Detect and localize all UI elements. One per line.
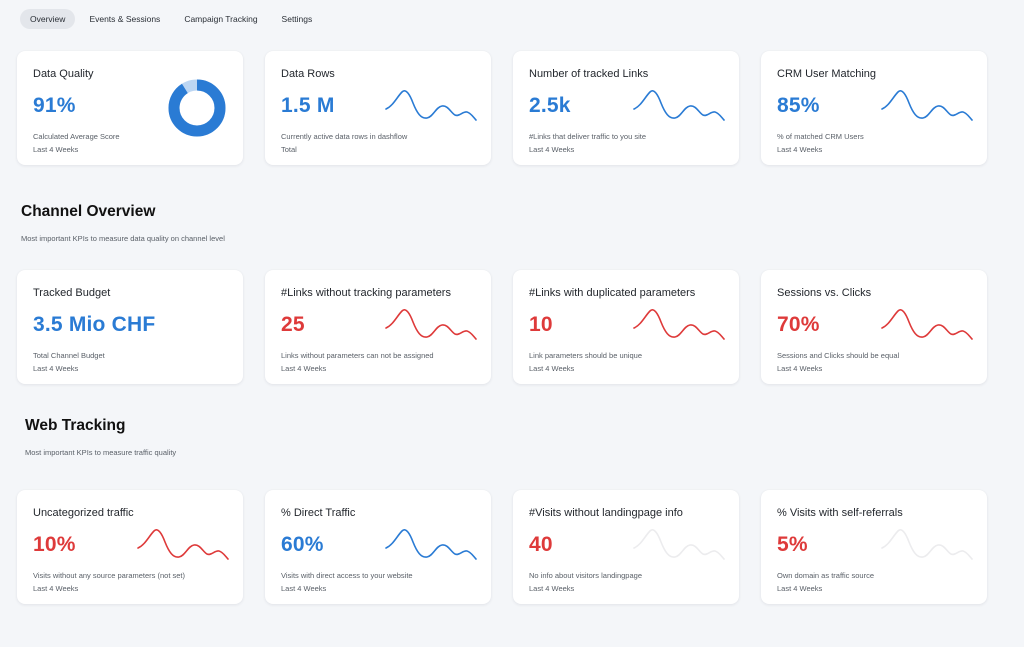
kpi-value: 10% xyxy=(33,533,76,556)
kpi-card-links-duplicated[interactable]: #Links with duplicated parameters 10 Lin… xyxy=(513,270,739,384)
sparkline-path xyxy=(385,90,477,121)
sparkline-path xyxy=(633,309,725,340)
kpi-period: Last 4 Weeks xyxy=(529,584,575,593)
tab-overview[interactable]: Overview xyxy=(20,9,76,29)
kpi-title: % Direct Traffic xyxy=(281,507,356,519)
kpi-description: Visits without any source parameters (no… xyxy=(33,571,186,580)
kpi-title: #Links without tracking parameters xyxy=(281,287,451,299)
kpi-value: 2.5k xyxy=(529,94,571,117)
sparkline-path xyxy=(633,529,725,560)
kpi-description: Link parameters should be unique xyxy=(529,351,642,360)
kpi-card-uncategorized[interactable]: Uncategorized traffic 10% Visits without… xyxy=(17,490,243,604)
kpi-description: No info about visitors landingpage xyxy=(529,571,642,580)
kpi-value: 91% xyxy=(33,94,76,117)
kpi-period: Last 4 Weeks xyxy=(777,364,823,373)
kpi-value: 3.5 Mio CHF xyxy=(33,313,156,336)
kpi-value: 25 xyxy=(281,313,305,336)
kpi-card-data-rows[interactable]: Data Rows 1.5 M Currently active data ro… xyxy=(265,51,491,165)
kpi-period: Last 4 Weeks xyxy=(33,584,79,593)
kpi-description: Currently active data rows in dashflow xyxy=(281,132,408,141)
kpi-value: 60% xyxy=(281,533,324,556)
kpi-card-sessions-vs-clicks[interactable]: Sessions vs. Clicks 70% Sessions and Cli… xyxy=(761,270,987,384)
kpi-title: CRM User Matching xyxy=(777,68,877,80)
sparkline-path xyxy=(881,90,973,121)
sparkline xyxy=(385,529,477,560)
kpi-title: Data Quality xyxy=(33,68,94,80)
sparkline xyxy=(137,529,229,560)
kpi-period: Last 4 Weeks xyxy=(281,584,327,593)
sparkline xyxy=(385,309,477,340)
kpi-description: Own domain as traffic source xyxy=(777,571,874,580)
sparkline-path xyxy=(881,529,973,560)
sparkline-path xyxy=(385,309,477,340)
kpi-description: % of matched CRM Users xyxy=(777,132,864,141)
kpi-card-visits-no-landingpage[interactable]: #Visits without landingpage info 40 No i… xyxy=(513,490,739,604)
kpi-period: Last 4 Weeks xyxy=(777,145,823,154)
kpi-card-data-quality[interactable]: Data Quality 91% Calculated Average Scor… xyxy=(17,51,243,165)
kpi-value: 40 xyxy=(529,533,553,556)
kpi-period: Last 4 Weeks xyxy=(529,364,575,373)
kpi-period: Last 4 Weeks xyxy=(777,584,823,593)
kpi-card-tracked-budget[interactable]: Tracked Budget 3.5 Mio CHF Total Channel… xyxy=(17,270,243,384)
sparkline xyxy=(633,529,725,560)
kpi-value: 5% xyxy=(777,533,808,556)
sparkline-path xyxy=(385,529,477,560)
sparkline xyxy=(881,90,973,121)
kpi-card-tracked-links[interactable]: Number of tracked Links 2.5k #Links that… xyxy=(513,51,739,165)
sparkline xyxy=(633,309,725,340)
tab-events-sessions[interactable]: Events & Sessions xyxy=(89,14,161,24)
tab-settings[interactable]: Settings xyxy=(281,14,313,24)
kpi-title: Sessions vs. Clicks xyxy=(777,287,872,299)
donut-arc xyxy=(168,79,226,137)
tab-campaign-tracking[interactable]: Campaign Tracking xyxy=(184,14,258,24)
kpi-description: #Links that deliver traffic to you site xyxy=(529,132,647,141)
kpi-title: Tracked Budget xyxy=(33,287,111,299)
kpi-title: Number of tracked Links xyxy=(529,68,649,80)
kpi-card-links-without-params[interactable]: #Links without tracking parameters 25 Li… xyxy=(265,270,491,384)
sparkline-path xyxy=(137,529,229,560)
kpi-description: Visits with direct access to your websit… xyxy=(281,571,413,580)
kpi-description: Calculated Average Score xyxy=(33,132,120,141)
kpi-description: Links without parameters can not be assi… xyxy=(281,351,434,360)
sparkline xyxy=(881,309,973,340)
kpi-value: 85% xyxy=(777,94,820,117)
sparkline xyxy=(633,90,725,121)
sparkline-path xyxy=(633,90,725,121)
kpi-title: Data Rows xyxy=(281,68,335,80)
kpi-title: % Visits with self-referrals xyxy=(777,507,903,519)
section-title-web: Web Tracking xyxy=(25,417,126,434)
sparkline xyxy=(385,90,477,121)
section-subtitle-channel: Most important KPIs to measure data qual… xyxy=(21,234,225,243)
kpi-card-crm-matching[interactable]: CRM User Matching 85% % of matched CRM U… xyxy=(761,51,987,165)
kpi-period: Last 4 Weeks xyxy=(529,145,575,154)
section-title-channel: Channel Overview xyxy=(21,203,156,220)
kpi-period: Last 4 Weeks xyxy=(281,364,327,373)
kpi-value: 1.5 M xyxy=(281,94,335,117)
kpi-value: 10 xyxy=(529,313,553,336)
kpi-description: Sessions and Clicks should be equal xyxy=(777,351,900,360)
donut-chart xyxy=(168,79,226,137)
sparkline xyxy=(881,529,973,560)
kpi-period: Last 4 Weeks xyxy=(33,364,79,373)
kpi-period: Last 4 Weeks xyxy=(33,145,79,154)
kpi-title: #Links with duplicated parameters xyxy=(529,287,696,299)
sparkline-path xyxy=(881,309,973,340)
kpi-description: Total Channel Budget xyxy=(33,351,105,360)
kpi-value: 70% xyxy=(777,313,820,336)
nav-tabs: Overview Events & Sessions Campaign Trac… xyxy=(20,9,326,29)
kpi-card-direct-traffic[interactable]: % Direct Traffic 60% Visits with direct … xyxy=(265,490,491,604)
kpi-period: Total xyxy=(281,145,297,154)
kpi-title: Uncategorized traffic xyxy=(33,507,134,519)
kpi-title: #Visits without landingpage info xyxy=(529,507,683,519)
kpi-card-self-referrals[interactable]: % Visits with self-referrals 5% Own doma… xyxy=(761,490,987,604)
section-subtitle-web: Most important KPIs to measure traffic q… xyxy=(25,448,177,457)
